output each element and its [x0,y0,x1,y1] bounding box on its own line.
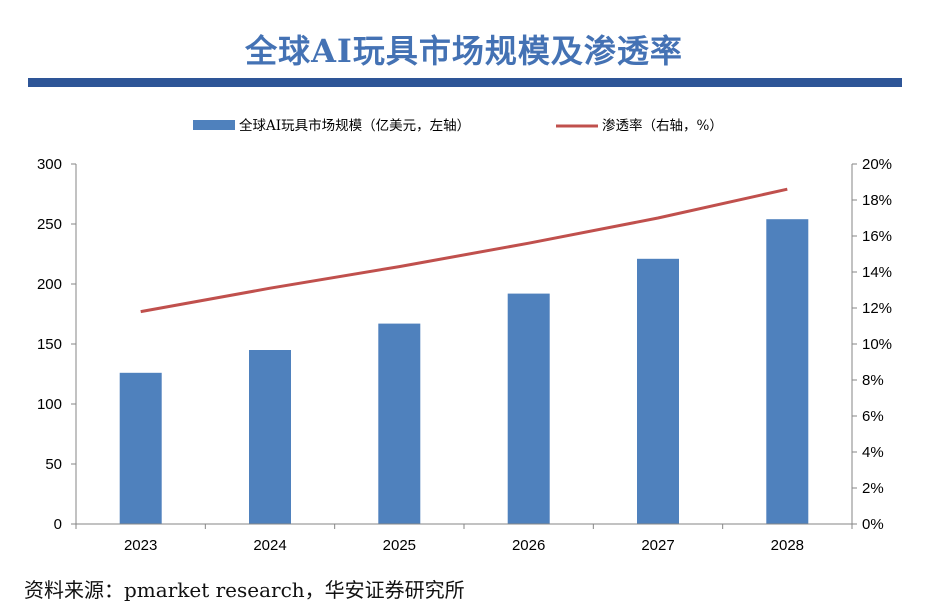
left-tick-label: 50 [45,456,62,473]
x-tick-label: 2023 [124,537,157,554]
x-tick-label: 2027 [641,537,674,554]
right-tick-label: 6% [862,408,884,425]
x-tick-label: 2028 [771,537,804,554]
title-rule [28,78,902,87]
chart-title: 全球AI玩具市场规模及渗透率 [245,32,683,70]
x-tick-label: 2026 [512,537,545,554]
right-tick-label: 12% [862,300,892,317]
left-tick-label: 300 [37,156,62,173]
line-series [140,187,788,314]
legend-label-line: 渗透率（右轴，%） [602,117,723,134]
x-tick-label: 2024 [253,537,286,554]
left-tick-label: 100 [37,396,62,413]
left-tick-label: 200 [37,276,62,293]
bar-2024 [249,350,291,524]
combo-chart: 全球AI玩具市场规模（亿美元，左轴） 渗透率（右轴，%） 0 50 100 150 200… [37,117,892,554]
source-note: 资料来源：pmarket research，华安证券研究所 [24,578,465,602]
left-tick-label: 150 [37,336,62,353]
left-tick-label: 0 [54,516,62,533]
bar-2026 [507,293,550,524]
penetration-line [140,187,788,314]
right-tick-label: 18% [862,192,892,209]
bar-2028 [766,219,809,524]
legend: 全球AI玩具市场规模（亿美元，左轴） 渗透率（右轴，%） [193,117,723,134]
right-tick-label: 14% [862,264,892,281]
legend-swatch-bars [193,120,235,130]
bar-2023 [119,372,162,524]
x-tick-label: 2025 [383,537,416,554]
axes: 0 50 100 150 200 250 300 0% 2% 4% 6% 8% 10% 12% 14% 16%… [37,156,892,554]
right-tick-label: 16% [862,228,892,245]
bar-series [119,219,809,524]
bar-2027 [637,258,679,524]
legend-label-bars: 全球AI玩具市场规模（亿美元，左轴） [239,117,470,134]
right-tick-label: 4% [862,444,884,461]
bar-2025 [378,323,421,524]
left-tick-label: 250 [37,216,62,233]
right-tick-label: 10% [862,336,892,353]
right-tick-label: 20% [862,156,892,173]
right-tick-label: 2% [862,480,884,497]
right-tick-label: 8% [862,372,884,389]
right-tick-label: 0% [862,516,884,533]
